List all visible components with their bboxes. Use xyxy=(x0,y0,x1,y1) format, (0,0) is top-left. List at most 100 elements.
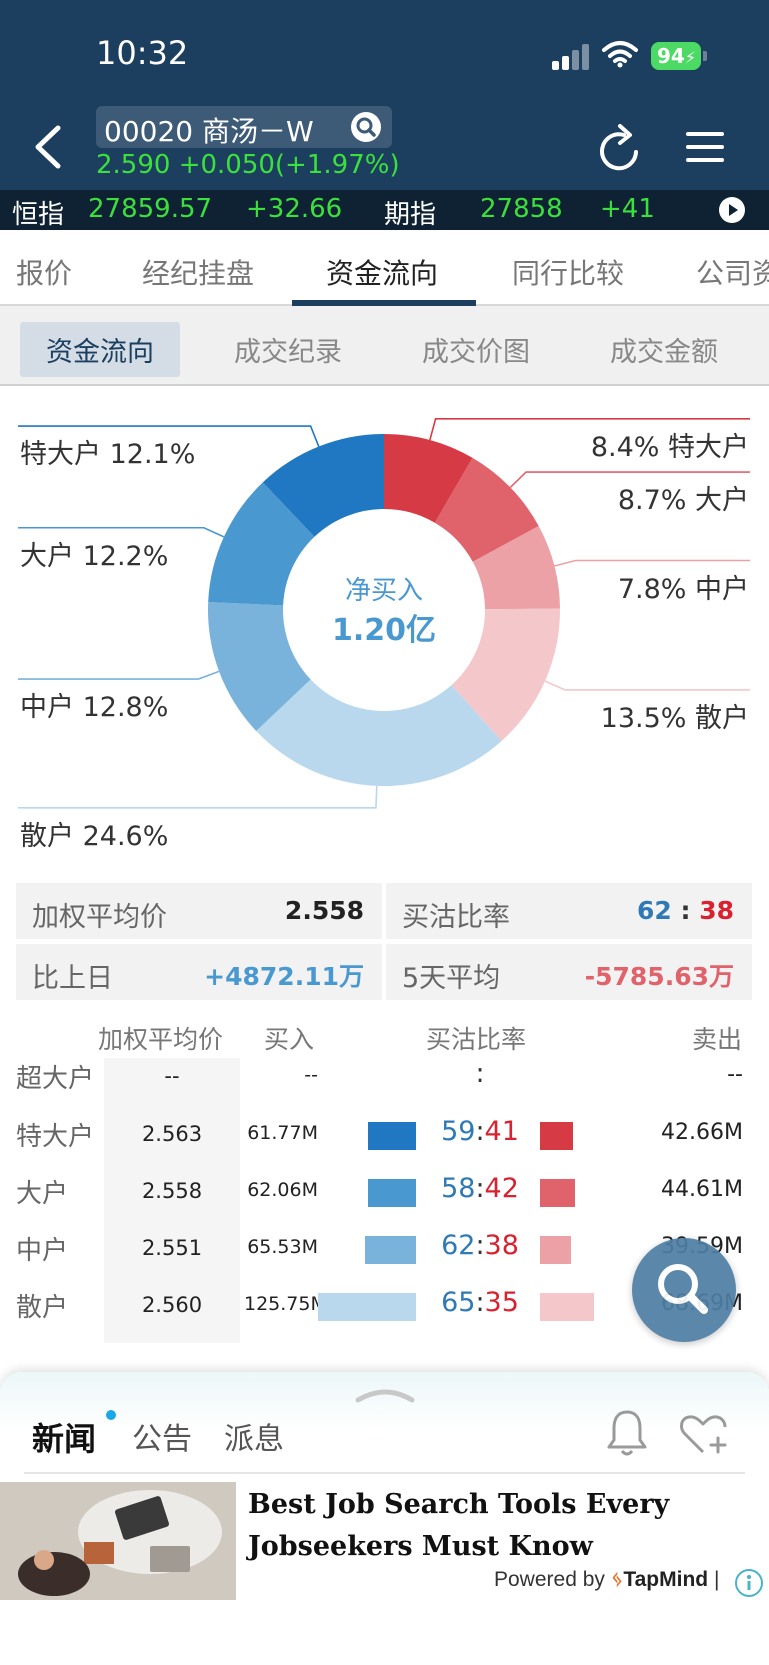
slice-label-buy-5: 中户 12.8% xyxy=(20,692,169,724)
row-ratio-sell: 41 xyxy=(484,1116,519,1147)
unread-dot xyxy=(106,1410,116,1420)
ratio-label: 买沽比率 xyxy=(402,902,510,933)
table-row[interactable]: 特大户 2.563 61.77M 59:41 42.66M xyxy=(0,1108,769,1168)
row-ratio-separator: : xyxy=(475,1230,485,1261)
row-label: 大户 xyxy=(16,1179,69,1209)
leader-line-5 xyxy=(18,670,220,680)
row-ratio: 58:42 xyxy=(420,1173,540,1204)
row-ratio-separator: : xyxy=(475,1058,485,1089)
news-panel: 新闻 公告 派息 Best Job Search Tools Every Job… xyxy=(0,1372,769,1665)
row-sell-amount: -- xyxy=(727,1062,743,1087)
donut-slice-buy-6[interactable] xyxy=(208,482,315,606)
buy-bar xyxy=(368,1122,416,1150)
row-wap: -- xyxy=(164,1064,180,1088)
fund-flow-donut-chart: 净买入 1.20亿 8.4% 特大户 8.7% 大户 7.8% 中户 13.5% 散户… xyxy=(0,390,769,880)
subtab-turnover[interactable]: 成交金额 xyxy=(610,337,718,368)
buy-bar xyxy=(318,1293,416,1321)
ad-image[interactable] xyxy=(0,1482,236,1600)
tab-peer-comparison[interactable]: 同行比较 xyxy=(512,257,625,290)
row-ratio-sell: 35 xyxy=(484,1287,519,1318)
sell-bar xyxy=(540,1293,594,1321)
heart-plus-icon[interactable] xyxy=(678,1412,728,1456)
row-buy-amount: 61.77M xyxy=(247,1122,318,1144)
donut-slice-sell-0[interactable] xyxy=(384,434,473,523)
hamburger-menu-icon[interactable] xyxy=(686,130,724,164)
row-ratio-separator: : xyxy=(475,1116,485,1147)
stock-name: 00020 商汤－W xyxy=(104,115,314,148)
bell-icon[interactable] xyxy=(604,1408,650,1458)
subtab-trade-records[interactable]: 成交纪录 xyxy=(234,337,342,368)
buy-bar xyxy=(368,1179,416,1207)
powered-by-text: Powered by xyxy=(494,1568,605,1591)
avg5-label: 5天平均 xyxy=(402,963,501,994)
search-icon[interactable] xyxy=(350,111,382,143)
hsi-change: +32.66 xyxy=(246,194,343,224)
table-row[interactable]: 大户 2.558 62.06M 58:42 44.61M xyxy=(0,1165,769,1225)
tab-broker-queue[interactable]: 经纪挂盘 xyxy=(142,257,255,290)
news-tab-news[interactable]: 新闻 xyxy=(32,1420,97,1458)
stock-selector[interactable]: 00020 商汤－W xyxy=(96,106,392,148)
chevron-left-icon[interactable] xyxy=(28,122,68,172)
row-sell-amount: 44.61M xyxy=(661,1177,743,1202)
summary-grid: 加权平均价 2.558 买沽比率 62 : 38 比上日 +4872.11万 5… xyxy=(16,883,753,1000)
app-header: 10:32 94⚡ 00020 商汤－W 2.590 +0.050(+1.97%… xyxy=(0,0,769,190)
subtab-fund-flow[interactable]: 资金流向 xyxy=(20,322,180,377)
wap-label: 加权平均价 xyxy=(32,902,167,933)
subtab-price-chart[interactable]: 成交价图 xyxy=(422,337,530,368)
row-ratio-buy: 62 xyxy=(441,1230,476,1261)
tab-company-info[interactable]: 公司资 xyxy=(696,257,769,290)
row-buy-amount: 62.06M xyxy=(247,1179,318,1201)
chevron-up-icon[interactable] xyxy=(354,1382,416,1404)
avg5-value: -5785.63万 xyxy=(584,962,734,991)
cellular-signal-icon xyxy=(552,44,592,70)
play-icon[interactable] xyxy=(718,196,746,224)
news-tab-announcements[interactable]: 公告 xyxy=(132,1422,192,1457)
header-ratio: 买沽比率 xyxy=(426,1025,527,1054)
index-ticker[interactable]: 恒指 27859.57 +32.66 期指 27858 +41 xyxy=(0,190,769,230)
row-ratio-buy: 59 xyxy=(441,1116,476,1147)
row-ratio: 62:38 xyxy=(420,1230,540,1261)
leader-line-4 xyxy=(18,785,378,809)
row-ratio: 65:35 xyxy=(420,1287,540,1318)
leader-line-2 xyxy=(554,559,750,567)
donut-slice-sell-3[interactable] xyxy=(451,608,560,742)
leader-line-1 xyxy=(509,471,750,488)
hsi-label: 恒指 xyxy=(12,200,65,230)
info-icon[interactable] xyxy=(734,1568,764,1598)
slice-label-sell-0: 8.4% 特大户 xyxy=(590,431,749,463)
tapmind-brand: TapMind xyxy=(623,1568,709,1591)
table-row[interactable]: 超大户 -- --: -- xyxy=(0,1050,769,1110)
summary-ratio: 买沽比率 62 : 38 xyxy=(386,883,752,939)
donut-slice-buy-7[interactable] xyxy=(262,434,384,537)
ad-photo-illustration xyxy=(0,1482,236,1600)
news-tab-dividends[interactable]: 派息 xyxy=(224,1422,284,1457)
battery-level: 94 xyxy=(657,44,685,68)
donut-slice-buy-4[interactable] xyxy=(256,679,502,786)
floating-search-button[interactable] xyxy=(632,1238,736,1342)
tab-fund-flow[interactable]: 资金流向 xyxy=(326,257,439,290)
row-label: 中户 xyxy=(16,1236,69,1266)
prev-day-value: +4872.11万 xyxy=(204,962,364,991)
center-label: 净买入 xyxy=(345,576,423,606)
donut-slice-sell-1[interactable] xyxy=(434,457,539,562)
attribution-separator: | xyxy=(713,1568,720,1591)
wap-column-background xyxy=(104,1058,240,1343)
ratio-value: 62 : 38 xyxy=(637,896,734,925)
leader-line-7 xyxy=(18,425,320,447)
refresh-icon[interactable] xyxy=(598,122,646,174)
main-tabs: 报价 经纪挂盘 资金流向 同行比较 公司资 xyxy=(0,230,769,306)
slice-label-sell-2: 7.8% 中户 xyxy=(617,573,749,605)
header-buy: 买入 xyxy=(264,1025,315,1054)
sell-bar xyxy=(540,1122,573,1150)
row-ratio: : xyxy=(420,1058,540,1089)
futures-value: 27858 xyxy=(480,194,563,224)
row-ratio-sell: 42 xyxy=(484,1173,519,1204)
tab-quote[interactable]: 报价 xyxy=(16,257,73,290)
ad-attribution: Powered by ᛃTapMind | xyxy=(494,1568,719,1592)
status-time: 10:32 xyxy=(96,34,189,72)
ad-title[interactable]: Best Job Search Tools Every Jobseekers M… xyxy=(248,1489,670,1562)
donut-slice-buy-5[interactable] xyxy=(208,601,311,731)
row-sell-amount: 42.66M xyxy=(661,1120,743,1145)
donut-slice-sell-2[interactable] xyxy=(472,526,560,610)
row-ratio-separator: : xyxy=(475,1287,485,1318)
